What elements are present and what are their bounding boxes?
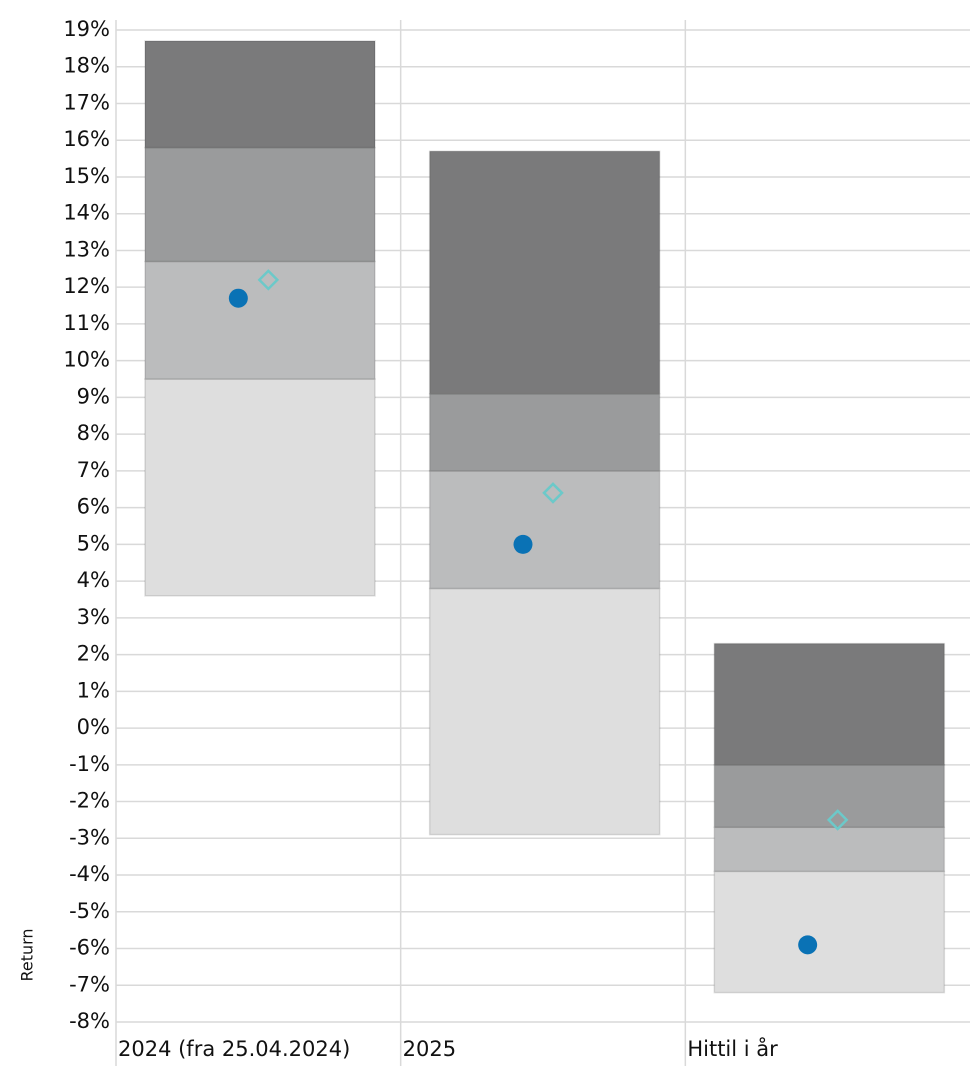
y-tick-label: -8% (69, 1009, 110, 1033)
y-tick-label: 19% (63, 17, 110, 41)
y-tick-label: 8% (77, 421, 110, 445)
point (542, 482, 564, 504)
y-tick-label: 18% (63, 54, 110, 78)
y-tick-label: 13% (63, 237, 110, 261)
y-tick-label: -2% (69, 789, 110, 813)
y-tick-label: 4% (77, 568, 110, 592)
range-segment (428, 470, 661, 590)
y-tick-label: 0% (77, 715, 110, 739)
point (798, 935, 818, 955)
y-tick-label: -4% (69, 862, 110, 886)
range-segment (713, 642, 946, 766)
y-tick-label: 16% (63, 127, 110, 151)
y-tick-label: 10% (63, 348, 110, 372)
y-axis-label: Return (18, 928, 37, 981)
range-segment (713, 764, 946, 829)
y-tick-label: -5% (69, 899, 110, 923)
y-tick-label: 1% (77, 678, 110, 702)
y-tick-label: 3% (77, 605, 110, 629)
range-segment (713, 870, 946, 994)
point (228, 288, 248, 308)
y-tick-label: 15% (63, 164, 110, 188)
y-tick-label: 7% (77, 458, 110, 482)
y-tick-label: -3% (69, 825, 110, 849)
y-tick-label: 12% (63, 274, 110, 298)
x-tick-label: Hittil i år (687, 1036, 778, 1061)
point (826, 809, 849, 831)
range-segment (428, 150, 661, 395)
y-tick-label: 2% (77, 642, 110, 666)
y-tick-label: 11% (63, 311, 110, 335)
y-tick-label: 17% (63, 90, 110, 114)
range-segment (144, 40, 376, 149)
range-segment (428, 392, 661, 472)
y-tick-label: 9% (77, 384, 110, 408)
range-segment (713, 826, 946, 873)
y-tick-label: -1% (69, 752, 110, 776)
y-tick-label: 5% (77, 531, 110, 555)
point (257, 269, 280, 291)
point (513, 534, 533, 554)
range-segment (144, 146, 376, 263)
range-segment (428, 587, 661, 836)
y-tick-label: -7% (69, 972, 110, 996)
x-tick-label: 2024 (fra 25.04.2024) (118, 1037, 350, 1061)
x-tick-label: 2025 (403, 1037, 456, 1061)
range-segment (144, 378, 376, 597)
y-tick-label: 6% (77, 495, 110, 519)
y-tick-label: -6% (69, 936, 110, 960)
y-tick-label: 14% (63, 201, 110, 225)
